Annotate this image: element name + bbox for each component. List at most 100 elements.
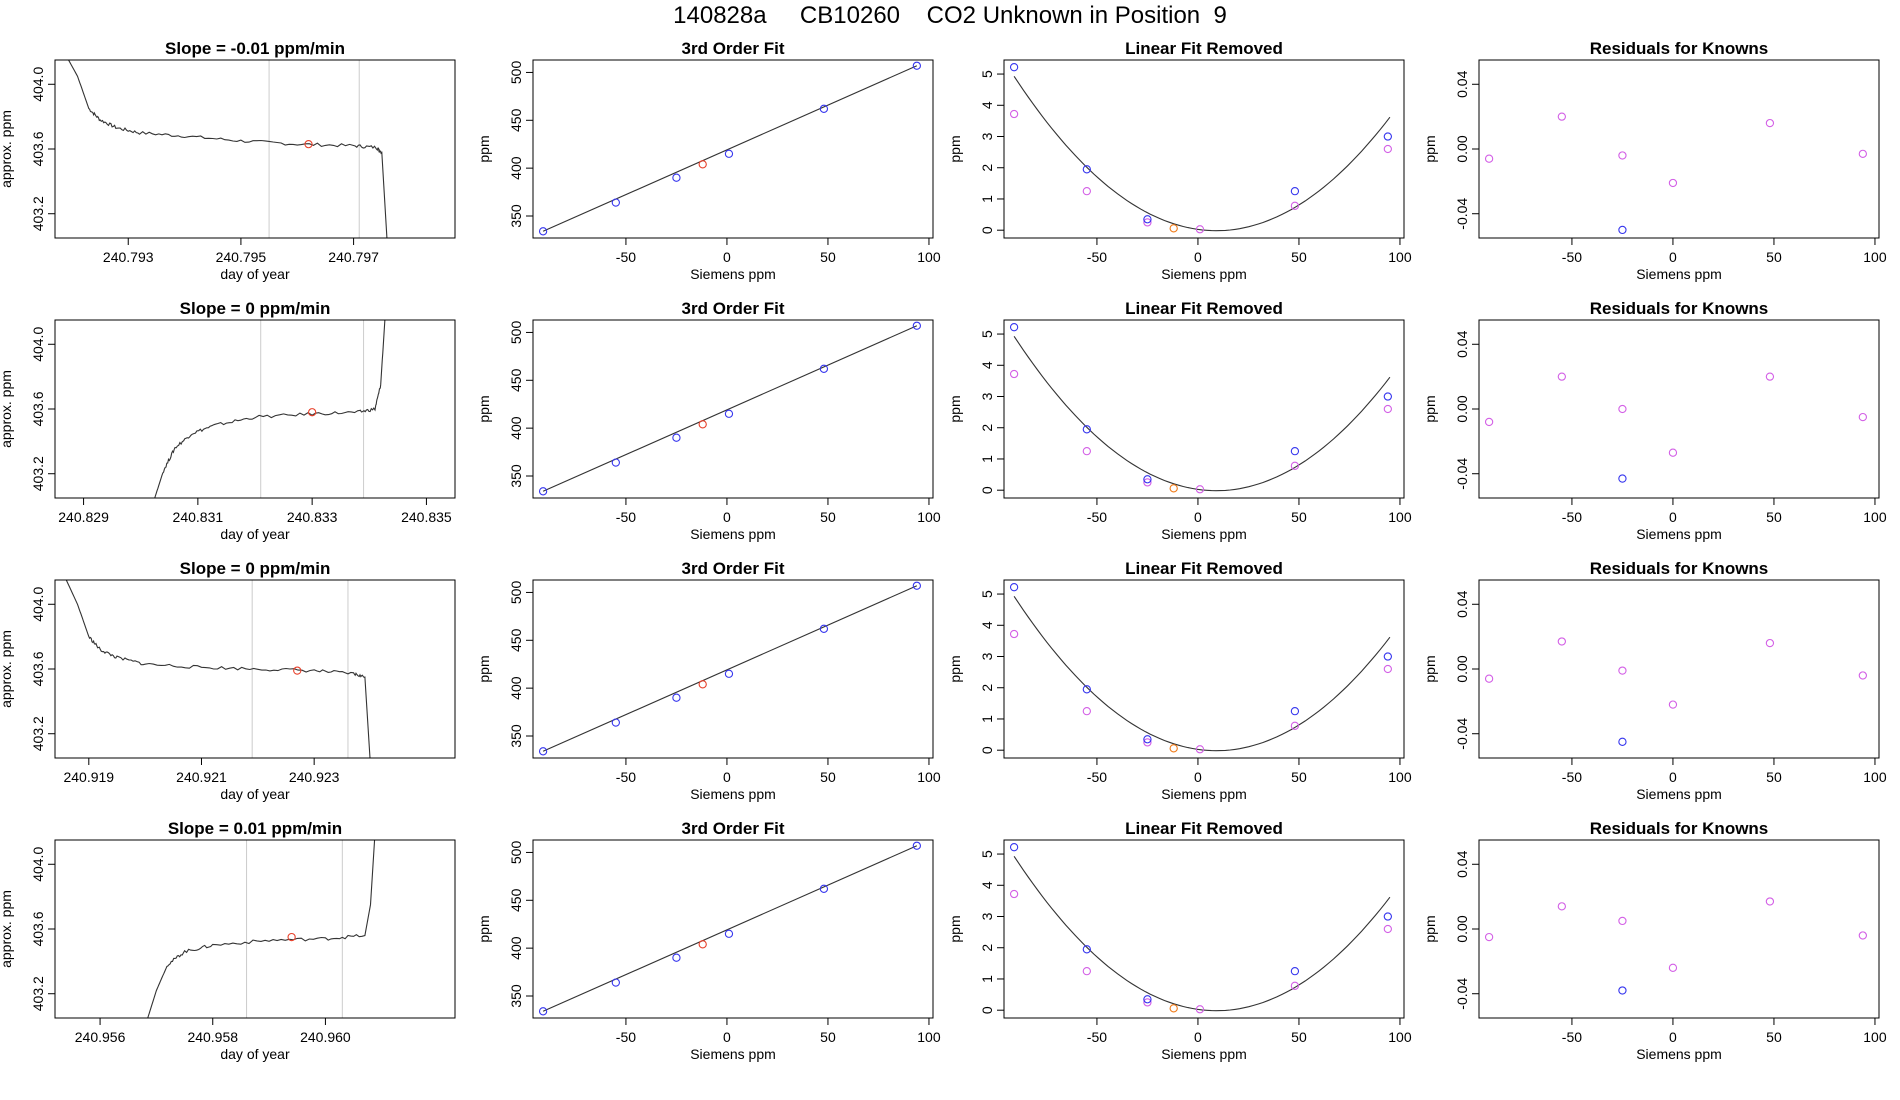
panel-r4-c4: Residuals for Knowns -50 0 50 100 Siemens ppm… xyxy=(1422,819,1887,1062)
linear-residual-point xyxy=(1290,981,1300,990)
panel-r4-c1: Slope = 0.01 ppm/min 240.956 240.958 240.96… xyxy=(0,819,456,1062)
fit-line xyxy=(542,845,918,1012)
y-tick-label: 5 xyxy=(979,70,995,78)
standard-point xyxy=(1143,735,1152,744)
y-tick-label: 403.6 xyxy=(30,651,46,686)
plot-frame xyxy=(1478,59,1880,239)
y-axis-label: ppm xyxy=(1422,655,1438,682)
y-axis-label: approx. ppm xyxy=(0,110,14,188)
plot-area xyxy=(67,60,388,238)
standard-point xyxy=(724,409,734,418)
standard-point xyxy=(1290,187,1300,196)
standard-point xyxy=(1290,447,1300,456)
standard-point xyxy=(1290,707,1300,716)
fit-curve xyxy=(1013,335,1391,492)
y-tick-label: 5 xyxy=(979,330,995,338)
y-tick-label: 400 xyxy=(508,936,524,960)
panel-r2-c4: Residuals for Knowns -50 0 50 100 Siemens ppm… xyxy=(1422,299,1887,542)
panel-r3-c2: 3rd Order Fit -50 0 50 100 Siemens ppm 350 400 4… xyxy=(476,559,941,802)
x-tick-label: -50 xyxy=(616,769,636,785)
concentration-trace xyxy=(65,580,371,758)
x-tick-label: 0 xyxy=(1194,509,1202,525)
unknown-point xyxy=(1169,744,1178,753)
x-tick-label: 100 xyxy=(917,249,941,265)
x-axis-label: Siemens ppm xyxy=(690,526,776,542)
x-axis-label: Siemens ppm xyxy=(1161,1046,1247,1062)
x-tick-label: -50 xyxy=(1562,509,1582,525)
linear-residual-point xyxy=(1290,461,1300,470)
x-tick-label: 240.919 xyxy=(63,769,114,785)
plot-frame xyxy=(54,59,456,239)
plot-area xyxy=(1484,637,1867,746)
x-tick-label: 100 xyxy=(1863,509,1887,525)
y-tick-label: 400 xyxy=(508,156,524,180)
y-tick-label: 3 xyxy=(979,132,995,140)
plot-title: 3rd Order Fit xyxy=(682,39,785,58)
y-tick-label: 500 xyxy=(508,61,524,85)
plot-area xyxy=(154,320,386,498)
y-tick-label: 2 xyxy=(979,944,995,952)
y-axis-label: ppm xyxy=(476,395,492,422)
standard-point xyxy=(1009,843,1019,852)
y-tick-label: 404.0 xyxy=(30,327,46,362)
y-tick-label: 5 xyxy=(979,590,995,598)
outlier-point xyxy=(1618,225,1627,235)
plot-frame xyxy=(1003,319,1405,499)
fit-line xyxy=(542,325,918,492)
standard-point xyxy=(672,433,681,442)
plot-frame xyxy=(54,839,456,1019)
standard-point xyxy=(538,487,548,496)
plot-area xyxy=(1009,63,1392,234)
fit-line xyxy=(542,65,918,232)
y-tick-label: 450 xyxy=(508,888,524,912)
plot-frame xyxy=(532,59,934,239)
x-tick-label: 50 xyxy=(1766,509,1782,525)
y-tick-label: 0.00 xyxy=(1454,135,1470,162)
y-tick-label: 0.04 xyxy=(1454,330,1470,357)
panel-r1-c2: 3rd Order Fit -50 0 50 100 Siemens ppm 350 400 4… xyxy=(476,39,941,282)
y-axis-label: approx. ppm xyxy=(0,370,14,448)
plot-frame xyxy=(532,839,934,1019)
x-tick-label: 0 xyxy=(1669,509,1677,525)
linear-residual-point xyxy=(1195,745,1205,754)
standard-point xyxy=(538,227,548,236)
standard-point xyxy=(1082,425,1091,434)
plot-area xyxy=(1009,583,1392,754)
y-axis-label: approx. ppm xyxy=(0,630,14,708)
standard-point xyxy=(819,364,829,373)
x-tick-label: 0 xyxy=(723,1029,731,1045)
x-tick-label: 50 xyxy=(1766,1029,1782,1045)
plot-frame xyxy=(54,319,456,499)
plot-title: Linear Fit Removed xyxy=(1125,299,1283,318)
y-tick-label: 4 xyxy=(979,361,995,369)
y-tick-label: 0.00 xyxy=(1454,395,1470,422)
unknown-point xyxy=(698,160,707,169)
x-tick-label: 0 xyxy=(1669,769,1677,785)
linear-residual-point xyxy=(1195,1005,1205,1014)
x-tick-label: 50 xyxy=(820,249,836,265)
residual-point xyxy=(1765,118,1775,128)
x-tick-label: -50 xyxy=(1562,1029,1582,1045)
x-tick-label: 240.835 xyxy=(401,509,452,525)
x-tick-label: 0 xyxy=(723,249,731,265)
plot-title: Residuals for Knowns xyxy=(1590,299,1769,318)
y-tick-label: 4 xyxy=(979,621,995,629)
x-tick-label: 100 xyxy=(1388,1029,1412,1045)
standard-point xyxy=(1009,583,1019,592)
residual-point xyxy=(1765,372,1775,381)
standard-point xyxy=(1082,165,1091,174)
standard-point xyxy=(724,149,734,158)
x-tick-label: 240.793 xyxy=(103,249,154,265)
y-tick-label: 4 xyxy=(979,101,995,109)
residual-point xyxy=(1668,448,1678,457)
y-tick-label: 0 xyxy=(979,486,995,494)
plot-area xyxy=(538,321,921,496)
standard-point xyxy=(538,1007,548,1016)
plot-title: Slope = 0 ppm/min xyxy=(180,299,331,318)
y-tick-label: 1 xyxy=(979,195,995,203)
outlier-point xyxy=(1618,986,1627,995)
plot-frame xyxy=(532,579,934,759)
y-tick-label: 404.0 xyxy=(30,847,46,882)
